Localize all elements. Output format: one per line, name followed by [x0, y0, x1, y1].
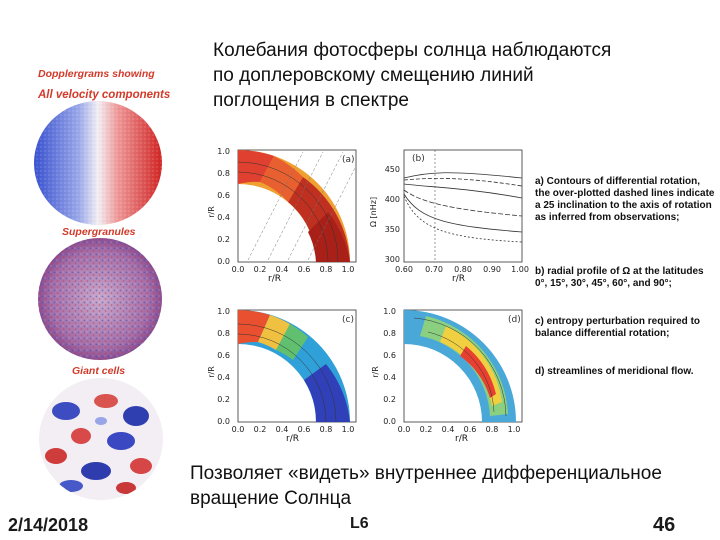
a-x-tick-2: 0.4	[276, 265, 289, 274]
d-x-tick-1: 0.2	[420, 425, 433, 434]
c-x-tick-3: 0.6	[298, 425, 311, 434]
c-y-tick-3: 0.6	[217, 351, 230, 360]
c-x-tick-5: 1.0	[342, 425, 355, 434]
supergranules-image	[38, 238, 162, 360]
c-x-tick-0: 0.0	[232, 425, 245, 434]
c-x-label: r/R	[286, 434, 299, 444]
d-x-tick-5: 1.0	[508, 425, 521, 434]
c-y-label: r/R	[208, 366, 216, 378]
a-y-tick-0: 0.0	[217, 257, 230, 266]
giant-cells-label: Giant cells	[72, 365, 126, 377]
d-x-tick-0: 0.0	[398, 425, 411, 434]
a-y-tick-5: 1.0	[217, 147, 230, 156]
annotation-d: d) streamlines of meridional flow.	[535, 366, 694, 377]
panel-c-entropy: (c) 0.0 0.2 0.4 0.6 0.8 1.0 0.0 0.2 0.4 …	[208, 307, 357, 434]
slide-caption: Позволяет «видеть» внутреннее дифференци…	[190, 461, 710, 511]
b-y-tick-2: 400	[385, 195, 400, 204]
c-y-tick-5: 1.0	[217, 307, 230, 316]
panel-c-tag: (c)	[342, 315, 354, 325]
a-y-tick-1: 0.2	[217, 235, 230, 244]
c-y-tick-1: 0.2	[217, 395, 230, 404]
b-x-tick-3: 0.90	[483, 265, 501, 274]
footer-page-number: 46	[653, 514, 676, 536]
d-y-tick-3: 0.6	[383, 351, 396, 360]
b-x-label: r/R	[452, 274, 465, 284]
d-y-tick-1: 0.2	[383, 395, 396, 404]
d-y-tick-4: 0.8	[383, 329, 396, 338]
d-y-tick-2: 0.4	[383, 373, 396, 382]
caption-line-1: Позволяет «видеть» внутреннее дифференци…	[190, 463, 662, 484]
b-y-tick-0: 300	[385, 255, 400, 264]
c-y-tick-0: 0.0	[217, 417, 230, 426]
a-x-tick-4: 0.8	[320, 265, 333, 274]
b-y-label: Ω [nHz]	[369, 197, 378, 227]
c-y-tick-2: 0.4	[217, 373, 230, 382]
d-y-label: r/R	[371, 366, 380, 378]
c-x-tick-1: 0.2	[254, 425, 267, 434]
b-y-tick-1: 350	[385, 225, 400, 234]
panel-d-meridional-flow: (d) 0.0 0.2 0.4 0.6 0.8 1.0 0.0 0.2 0.4 …	[371, 307, 523, 434]
c-x-tick-4: 0.8	[320, 425, 333, 434]
panel-b-radial-profile: (b) 300 350 400 450 0.60 0.70 0.80 0.90 …	[369, 149, 529, 274]
annotation-b: b) radial profile of Ω at the latitudes …	[535, 266, 704, 289]
panel-a-rotation-contours: (a) 0.0 0.2 0.4 0.6 0.8 1.0 0.0 0.2 0.4 …	[208, 147, 357, 274]
c-y-tick-4: 0.8	[217, 329, 230, 338]
d-x-tick-3: 0.6	[464, 425, 477, 434]
a-x-tick-0: 0.0	[232, 265, 245, 274]
dopplergram-image	[34, 101, 162, 225]
a-x-tick-3: 0.6	[298, 265, 311, 274]
supergranules-label: Supergranules	[62, 226, 136, 238]
a-x-tick-1: 0.2	[254, 265, 267, 274]
slide-title: Колебания фотосферы солнца наблюдаются п…	[213, 38, 693, 113]
a-y-tick-2: 0.4	[217, 213, 230, 222]
d-x-tick-4: 0.8	[486, 425, 499, 434]
a-y-tick-3: 0.6	[217, 191, 230, 200]
a-x-tick-5: 1.0	[342, 265, 355, 274]
a-x-label: r/R	[268, 274, 281, 284]
d-x-tick-2: 0.4	[442, 425, 455, 434]
b-x-tick-1: 0.70	[425, 265, 443, 274]
d-y-tick-5: 1.0	[383, 307, 396, 316]
panel-a-tag: (a)	[342, 155, 355, 165]
giant-cells-image	[39, 378, 163, 500]
title-line-3: поглощения в спектре	[213, 90, 409, 111]
panel-d-tag: (d)	[508, 315, 521, 325]
velocity-components-label: All velocity components	[38, 89, 171, 101]
panel-b-tag: (b)	[412, 154, 425, 164]
b-y-tick-3: 450	[385, 165, 400, 174]
c-x-tick-2: 0.4	[276, 425, 289, 434]
annotation-c: c) entropy perturbation required to bala…	[535, 316, 701, 339]
title-line-2: по доплеровскому смещению линий	[213, 65, 534, 86]
footer-label: L6	[350, 515, 369, 532]
footer-date: 2/14/2018	[8, 515, 89, 535]
b-x-tick-4: 1.00	[511, 265, 529, 274]
caption-line-2: вращение Солнца	[190, 488, 352, 509]
a-y-label: r/R	[208, 206, 216, 218]
d-x-label: r/R	[455, 434, 468, 444]
d-y-tick-0: 0.0	[383, 417, 396, 426]
dopplergram-label: Dopplergrams showing	[38, 68, 155, 80]
a-y-tick-4: 0.8	[217, 169, 230, 178]
b-x-tick-2: 0.80	[454, 265, 472, 274]
title-line-1: Колебания фотосферы солнца наблюдаются	[213, 40, 612, 61]
annotation-a: a) Contours of differential rotation, th…	[535, 176, 715, 223]
b-x-tick-0: 0.60	[395, 265, 413, 274]
